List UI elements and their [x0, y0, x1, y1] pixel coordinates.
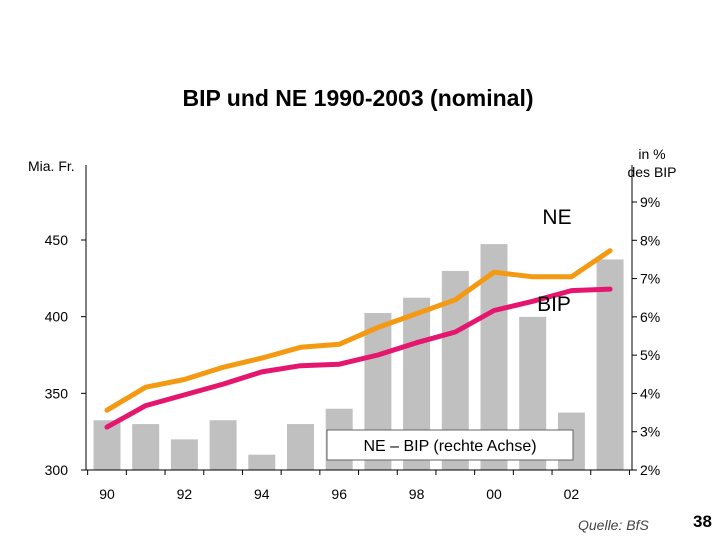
difference-bar-93 — [209, 420, 237, 470]
legend-box-text: NE – BIP (rechte Achse) — [363, 438, 536, 455]
x-tick-label: 90 — [99, 486, 115, 502]
right-axis-unit-line2: des BIP — [627, 164, 676, 180]
difference-bar-94 — [248, 454, 276, 470]
difference-bar-95 — [287, 424, 314, 470]
right-tick-label: 8% — [640, 232, 660, 248]
right-tick-label: 2% — [640, 462, 660, 478]
x-tick-label: 00 — [486, 486, 502, 502]
source-note: Quelle: BfS — [578, 517, 649, 533]
difference-bar-91 — [132, 424, 160, 470]
x-tick-label: 02 — [564, 486, 580, 502]
series-lines — [104, 248, 613, 430]
ne-line — [104, 248, 613, 413]
x-tick-label: 94 — [254, 486, 270, 502]
left-tick-label: 350 — [45, 385, 69, 401]
right-tick-label: 7% — [640, 271, 660, 287]
axes: 300 350 400 450 2% 3% 4% 5% 6% 7% 8% 9% 90 92 94 96 98 00… — [45, 165, 660, 502]
page-number: 38 — [693, 512, 712, 531]
ne-series-label: NE — [542, 206, 571, 229]
bip-line — [104, 286, 613, 430]
chart-title: BIP und NE 1990-2003 (nominal) — [182, 85, 533, 111]
left-axis-unit: Mia. Fr. — [28, 158, 75, 174]
right-tick-label: 5% — [640, 347, 660, 363]
legend-box: NE – BIP (rechte Achse) — [326, 429, 574, 461]
x-tick-label: 98 — [409, 486, 425, 502]
legend-box-frame — [326, 429, 574, 461]
right-tick-label: 3% — [640, 424, 660, 440]
bip-series-label: BIP — [537, 293, 571, 316]
left-tick-label: 300 — [45, 462, 69, 478]
x-tick-label: 92 — [177, 486, 193, 502]
x-tick-label: 96 — [331, 486, 347, 502]
right-tick-label: 6% — [640, 309, 660, 325]
right-axis-unit-line1: in % — [638, 146, 665, 162]
right-tick-label: 9% — [640, 194, 660, 210]
difference-bar-03 — [596, 259, 624, 470]
right-tick-label: 4% — [640, 385, 660, 401]
left-tick-label: 400 — [45, 309, 69, 325]
left-tick-label: 450 — [45, 232, 69, 248]
difference-bar-92 — [170, 439, 198, 470]
